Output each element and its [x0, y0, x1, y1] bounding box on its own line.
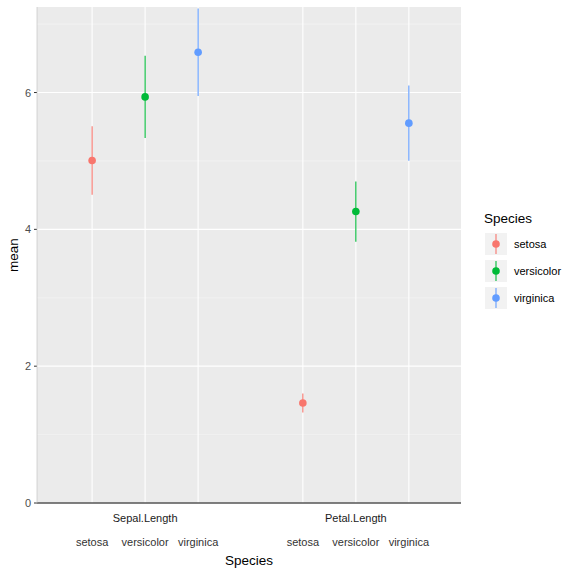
x-axis-line: [37, 503, 461, 504]
legend-key: [485, 233, 507, 255]
grid-line: [37, 229, 461, 230]
grid-line: [37, 92, 461, 93]
legend-key: [485, 260, 507, 282]
y-tick: [34, 366, 37, 367]
legend-label: setosa: [514, 238, 547, 250]
minor-grid-line: [37, 297, 461, 298]
grid-line: [37, 502, 461, 503]
legend-label: virginica: [514, 292, 555, 304]
species-label: versicolor: [122, 536, 169, 548]
marks: [88, 9, 412, 413]
panel-background: [37, 7, 461, 503]
species-label: versicolor: [332, 536, 379, 548]
species-label: setosa: [287, 536, 320, 548]
species-label: setosa: [76, 536, 109, 548]
legend-key-point: [492, 294, 500, 302]
x-axis-title: Species: [225, 553, 273, 568]
y-tick: [34, 92, 37, 93]
legend-key: [485, 287, 507, 309]
species-label: virginica: [389, 536, 430, 548]
minor-grid-line: [37, 434, 461, 435]
x-grid-line: [302, 7, 303, 503]
point: [88, 157, 96, 165]
point: [405, 119, 413, 127]
legend-label: versicolor: [514, 265, 561, 277]
y-tick-label: 4: [25, 223, 31, 235]
species-label: virginica: [178, 536, 219, 548]
x-grid-line: [355, 7, 356, 503]
legend-key-point: [492, 240, 500, 248]
x-grid-line: [145, 7, 146, 503]
x-grid-line: [198, 7, 199, 503]
y-axis-line: [37, 7, 38, 503]
legend-key-point: [492, 267, 500, 275]
point: [299, 399, 307, 407]
y-axis-title: mean: [6, 238, 21, 272]
y-tick-label: 0: [25, 497, 31, 509]
point: [141, 93, 149, 101]
x-grid-line: [408, 7, 409, 503]
x-grid-line: [92, 7, 93, 503]
point: [352, 208, 360, 216]
minor-grid-line: [37, 24, 461, 25]
group-label: Sepal.Length: [113, 512, 178, 524]
point: [194, 48, 202, 56]
y-tick: [34, 229, 37, 230]
legend-title: Species: [484, 211, 532, 226]
chart: 0 2 4 6 Sepal.Length setosa versicolor virginic…: [0, 0, 582, 574]
y-tick-label: 6: [25, 87, 31, 99]
y-tick-label: 2: [25, 360, 31, 372]
minor-grid-line: [37, 160, 461, 161]
group-label: Petal.Length: [325, 512, 387, 524]
grid-line: [37, 366, 461, 367]
y-tick: [34, 503, 37, 504]
